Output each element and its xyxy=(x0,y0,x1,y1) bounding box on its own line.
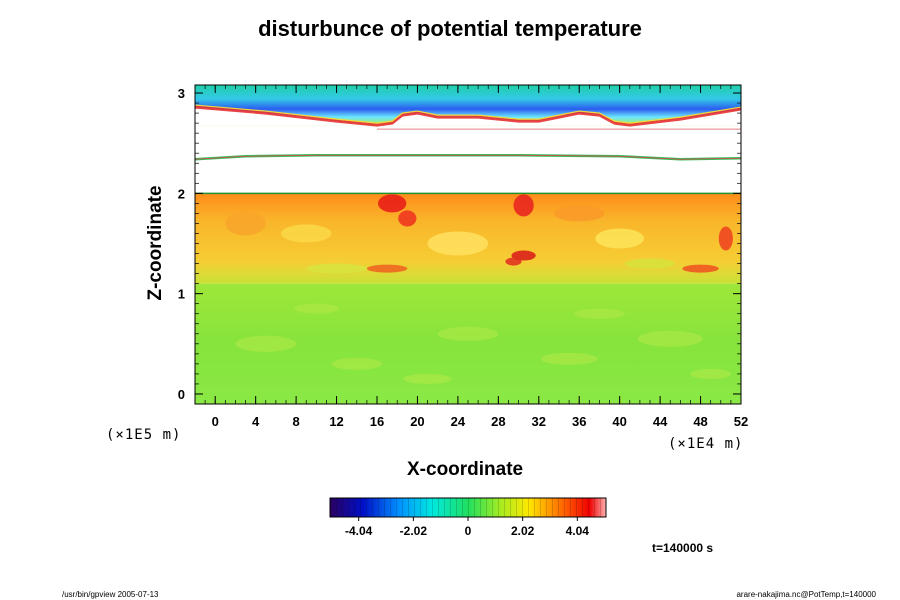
footer-command: /usr/bin/gpview 2005-07-13 xyxy=(62,590,159,599)
colorbar-tick-label: 0 xyxy=(465,524,472,538)
eddy-mixed-2 xyxy=(513,194,534,217)
y-tick-label: 0 xyxy=(178,387,185,402)
eddy-mixed-12 xyxy=(553,205,605,222)
x-tick-label: 8 xyxy=(292,414,299,429)
eddy-mixed-14 xyxy=(624,258,676,269)
chart-title: disturbunce of potential temperature xyxy=(258,16,642,41)
eddy-mixed-9 xyxy=(427,231,489,256)
eddy-mixed-7 xyxy=(682,264,719,273)
y-axis-label: Z-coordinate xyxy=(145,185,166,301)
x-tick-label: 36 xyxy=(572,414,586,429)
eddy-lower-2 xyxy=(437,326,499,341)
y-axis-unit: (×1E5 m) xyxy=(106,427,182,443)
y-tick-label: 3 xyxy=(178,86,185,101)
x-tick-label: 52 xyxy=(734,414,748,429)
x-tick-label: 44 xyxy=(653,414,668,429)
eddy-lower-1 xyxy=(331,357,383,370)
eddy-lower-4 xyxy=(637,330,703,347)
eddy-lower-8 xyxy=(690,368,731,379)
eddy-lower-7 xyxy=(403,373,452,384)
eddy-mixed-0 xyxy=(378,194,407,213)
x-tick-label: 4 xyxy=(252,414,260,429)
x-tick-label: 16 xyxy=(370,414,384,429)
eddy-mixed-5 xyxy=(366,264,408,273)
x-tick-label: 48 xyxy=(693,414,707,429)
eddy-mixed-8 xyxy=(280,224,332,243)
x-tick-label: 12 xyxy=(329,414,343,429)
x-tick-label: 20 xyxy=(410,414,424,429)
x-tick-label: 32 xyxy=(532,414,546,429)
x-axis-unit: (×1E4 m) xyxy=(668,436,744,452)
upper-edge-contour xyxy=(194,105,742,127)
eddy-lower-5 xyxy=(294,303,339,314)
eddy-mixed-10 xyxy=(595,228,644,249)
y-tick-label: 1 xyxy=(178,287,185,302)
eddy-mixed-13 xyxy=(306,263,367,274)
y-tick-label: 2 xyxy=(178,186,185,201)
time-label: t=140000 s xyxy=(652,541,714,555)
eddy-lower-3 xyxy=(540,352,598,365)
colorbar-tick-label: -2.02 xyxy=(400,524,428,538)
x-tick-label: 28 xyxy=(491,414,505,429)
x-axis-label: X-coordinate xyxy=(407,459,524,480)
colorbar-tick-label: -4.04 xyxy=(345,524,373,538)
eddy-lower-6 xyxy=(574,308,625,319)
eddy-lower-0 xyxy=(235,335,297,352)
x-tick-label: 24 xyxy=(451,414,466,429)
eddy-mixed-3 xyxy=(511,250,536,261)
upper-edge-contour-inner xyxy=(194,104,742,124)
colorbar-tick-label: 2.02 xyxy=(511,524,535,538)
gap-line-mid-core xyxy=(194,154,742,160)
eddy-mixed-1 xyxy=(398,210,417,227)
eddy-mixed-6 xyxy=(718,226,733,251)
colorbar-tick-label: 4.04 xyxy=(566,524,590,538)
eddy-mixed-11 xyxy=(225,211,266,236)
x-tick-label: 0 xyxy=(212,414,219,429)
x-tick-label: 40 xyxy=(612,414,626,429)
footer-source: arare-nakajima.nc@PotTemp,t=140000 xyxy=(736,590,876,599)
colorbar-segments xyxy=(330,498,606,517)
eddy-mixed-4 xyxy=(505,257,522,266)
